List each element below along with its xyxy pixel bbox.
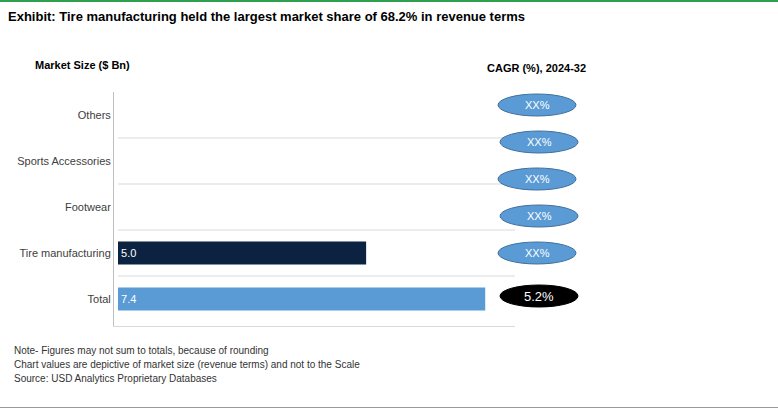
svg-text:XX%: XX% xyxy=(525,173,550,185)
svg-text:Footwear: Footwear xyxy=(65,201,111,213)
svg-text:XX%: XX% xyxy=(525,99,550,111)
svg-text:5.0: 5.0 xyxy=(121,247,136,259)
svg-text:XX%: XX% xyxy=(527,136,552,148)
svg-text:Sports Accessories: Sports Accessories xyxy=(17,155,111,167)
svg-text:7.4: 7.4 xyxy=(121,293,136,305)
html-text:Source: USD Analytics Propriet: Source: USD Analytics Proprietary Databa… xyxy=(14,373,217,384)
svg-text:Tire manufacturing: Tire manufacturing xyxy=(19,247,110,259)
svg-text:CAGR (%), 2024-32: CAGR (%), 2024-32 xyxy=(487,62,586,74)
svg-text:XX%: XX% xyxy=(527,210,552,222)
html-text:Note- Figures may not sum to t: Note- Figures may not sum to totals, bec… xyxy=(14,345,269,356)
svg-text:5.2%: 5.2% xyxy=(524,289,554,304)
html-text:Exhibit: Tire manufacturing he: Exhibit: Tire manufacturing held the lar… xyxy=(8,9,525,24)
svg-text:XX%: XX% xyxy=(525,247,550,259)
html-text:Chart values are depictive of: Chart values are depictive of market siz… xyxy=(14,359,360,370)
svg-text:Total: Total xyxy=(88,293,111,305)
svg-text:Market Size ($ Bn): Market Size ($ Bn) xyxy=(35,59,130,71)
svg-text:Others: Others xyxy=(78,109,112,121)
